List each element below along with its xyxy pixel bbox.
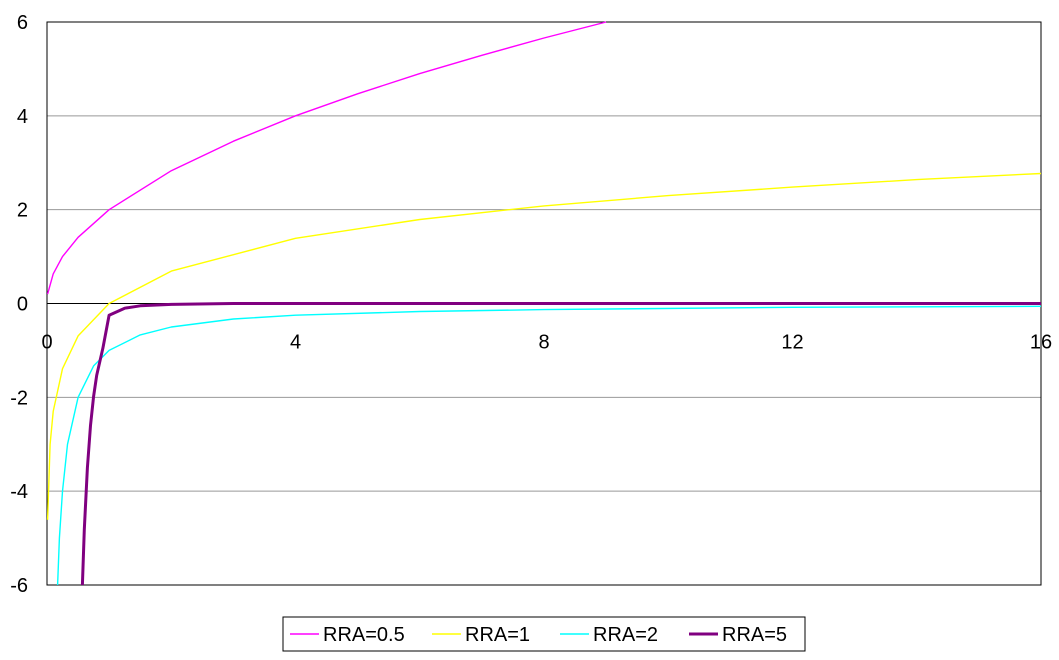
- y-tick-label: -6: [10, 575, 28, 597]
- y-tick-label: 4: [17, 106, 28, 128]
- x-tick-label: 12: [781, 332, 803, 354]
- y-tick-label: 6: [17, 12, 28, 34]
- series-line: [80, 302, 1041, 586]
- series-line: [46, 21, 607, 295]
- legend-label: RRA=1: [465, 624, 530, 646]
- series-line: [56, 305, 1042, 586]
- y-tick-label: -2: [10, 387, 28, 409]
- x-tick-label: 8: [538, 332, 549, 354]
- legend-label: RRA=0.5: [323, 624, 405, 646]
- legend-items: RRA=0.5 RRA=1 RRA=2 RRA=5: [290, 624, 787, 646]
- x-tick-label: 4: [290, 332, 301, 354]
- legend-label: RRA=2: [593, 624, 658, 646]
- x-tick-label: 0: [41, 332, 52, 354]
- y-tick-label: 2: [17, 200, 28, 222]
- y-tick-label: 0: [17, 294, 28, 316]
- legend: RRA=0.5 RRA=1 RRA=2 RRA=5: [282, 616, 806, 652]
- x-tick-labels: 0 4 8 12 16: [41, 332, 1052, 354]
- y-tick-label: -4: [10, 481, 28, 503]
- series-line: [46, 172, 1042, 520]
- series-layer: [46, 21, 1042, 586]
- x-tick-label: 16: [1030, 332, 1052, 354]
- y-tick-labels: 6 4 2 0 -2 -4 -6: [10, 12, 28, 597]
- legend-label: RRA=5: [722, 624, 787, 646]
